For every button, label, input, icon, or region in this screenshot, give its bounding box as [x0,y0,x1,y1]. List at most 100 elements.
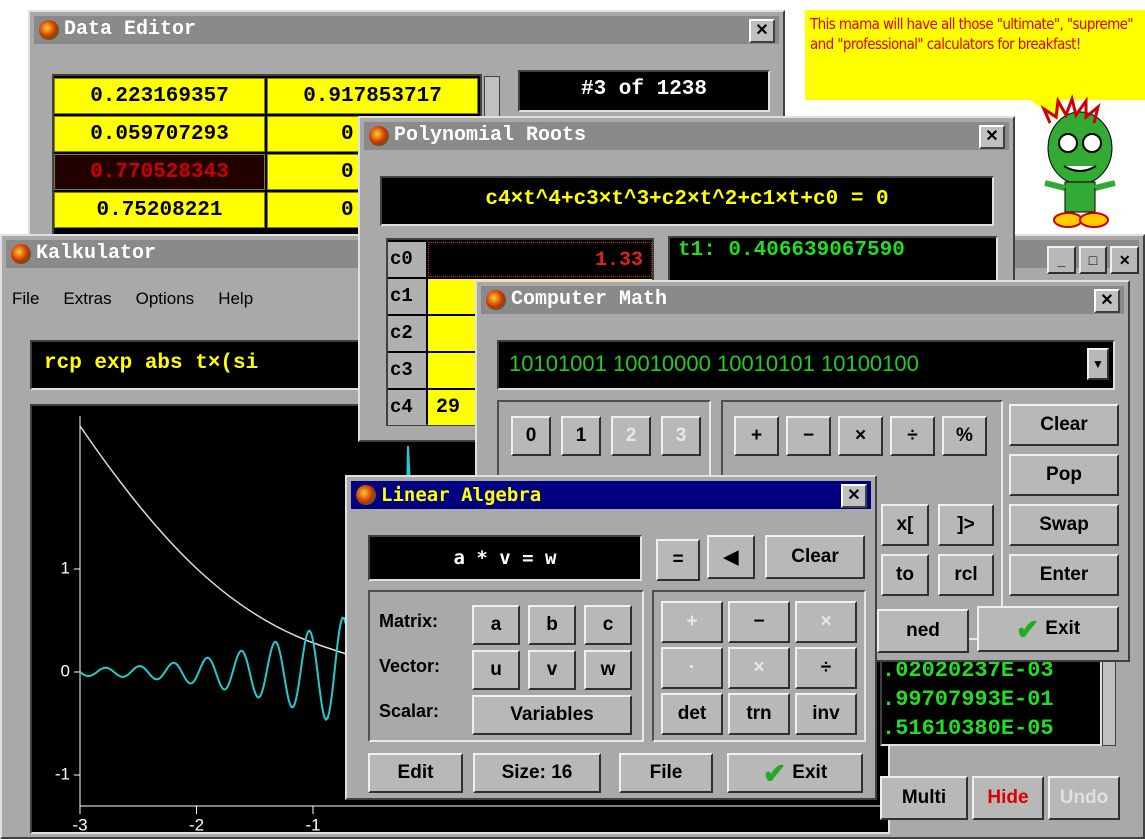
button[interactable]: − [728,601,790,643]
button[interactable]: 1 [561,416,601,456]
button[interactable]: det [661,693,723,735]
scrollbar[interactable] [1102,654,1116,746]
equation-display: a * v = w [368,535,642,581]
button[interactable]: w [584,650,632,690]
record-counter: #3 of 1238 [518,70,770,112]
window-title: Data Editor [64,18,196,41]
grid-cell: 0.770528343 [54,154,265,190]
button[interactable]: trn [728,693,790,735]
menu-item[interactable]: Extras [63,289,111,309]
button[interactable]: Clear [1009,404,1119,446]
button[interactable]: + [734,416,779,456]
button[interactable]: Swap [1009,504,1119,546]
minimize-button[interactable]: _ [1047,246,1076,274]
result-line: .51610380E-05 [882,714,1100,743]
button[interactable]: ÷ [795,647,857,689]
bubble-text: This mama will have all those "ultimate"… [810,14,1142,54]
x-tick-label: -1 [305,815,320,832]
grid-cell: 0.75208221 [54,192,265,228]
button[interactable]: c [584,605,632,645]
button[interactable]: ◀ [707,535,755,579]
button[interactable]: × [795,601,857,643]
button[interactable]: + [661,601,723,643]
window-title: Computer Math [511,288,667,311]
close-button[interactable]: ✕ [979,125,1005,149]
close-button[interactable]: ✕ [1110,246,1139,274]
button[interactable]: Hide [972,776,1044,820]
button[interactable]: Clear [765,535,865,579]
button[interactable]: Undo [1048,776,1120,820]
coefficient-label: c2 [388,316,426,351]
root-line: t1: 0.406639067590 [678,238,996,264]
menu-item[interactable]: Help [218,289,253,309]
close-button[interactable]: ✕ [749,19,775,43]
button[interactable]: ]> [938,504,994,546]
coefficient-value: 1.33 [428,242,652,277]
button[interactable]: = [656,539,700,581]
maximize-button[interactable]: □ [1079,246,1108,274]
menu-item[interactable]: Options [136,289,195,309]
shoe [1080,213,1108,227]
dropdown-button[interactable]: ▼ [1087,348,1109,380]
button[interactable]: ned [877,609,969,653]
screen: Data Editor ✕ 0.2231693570.9178537170.059… [0,0,1145,839]
grid-cell: 0.917853717 [267,78,478,114]
button[interactable]: a [472,605,520,645]
window-title: Linear Algebra [381,484,541,506]
row-label: Matrix: [379,611,438,632]
check-icon: ✔ [763,757,786,790]
button[interactable]: · [661,647,723,689]
button[interactable]: ✔Exit [727,753,863,793]
button[interactable]: × [728,647,790,689]
button[interactable]: Multi [880,776,968,820]
grid-cell: 0.223169357 [54,78,265,114]
menu-bar: File Extras Options Help [6,284,253,314]
y-tick-label: -1 [55,764,70,783]
coefficient-label: c3 [388,353,426,388]
button[interactable]: ✔Exit [977,606,1119,652]
button[interactable]: × [838,416,883,456]
row-label: Vector: [379,656,440,677]
body [1065,182,1095,212]
window-controls: _ □ ✕ [1047,246,1139,272]
button[interactable]: u [472,650,520,690]
check-icon: ✔ [1016,613,1039,646]
button[interactable]: File [619,753,713,793]
title-bar: Polynomial Roots✕ [364,122,1009,150]
button[interactable]: Edit [368,753,463,793]
button[interactable]: to [881,554,929,596]
row-label: Scalar: [379,701,439,722]
button[interactable]: 0 [511,416,551,456]
button[interactable]: rcl [938,554,994,596]
button[interactable]: Enter [1009,554,1119,596]
button[interactable]: ÷ [890,416,935,456]
coefficient-label: c1 [388,279,426,314]
button[interactable]: Size: 16 [473,753,601,793]
button[interactable]: x[ [881,504,929,546]
head [1048,112,1112,184]
page: Calculator windows { "data_editor": { "t… [0,0,1145,839]
window-title: Kalkulator [36,242,156,265]
title-bar: Linear Algebra ✕ [351,481,871,509]
x-tick-label: -3 [72,815,87,832]
linear-algebra-window: Linear Algebra ✕ a * v = w =◀Clear Matrix:… [345,475,877,800]
button[interactable]: b [528,605,576,645]
close-button[interactable]: ✕ [1094,289,1120,313]
menu-item[interactable]: File [12,289,39,309]
grid-cell: 0.059707293 [54,116,265,152]
button[interactable]: − [786,416,831,456]
expression-display: rcp exp abs t×(si [30,340,410,390]
button[interactable]: 3 [661,416,701,456]
button[interactable]: % [942,416,987,456]
result-line: .99707993E-01 [882,685,1100,714]
button[interactable]: v [528,650,576,690]
button[interactable]: Pop [1009,454,1119,496]
title-bar: Data Editor ✕ [34,16,779,44]
button[interactable]: inv [795,693,857,735]
button[interactable]: Variables [472,695,632,735]
roots-display: t1: 0.406639067590 [668,236,998,284]
close-button[interactable]: ✕ [841,484,867,508]
shoe [1054,213,1082,227]
button[interactable]: 2 [611,416,651,456]
